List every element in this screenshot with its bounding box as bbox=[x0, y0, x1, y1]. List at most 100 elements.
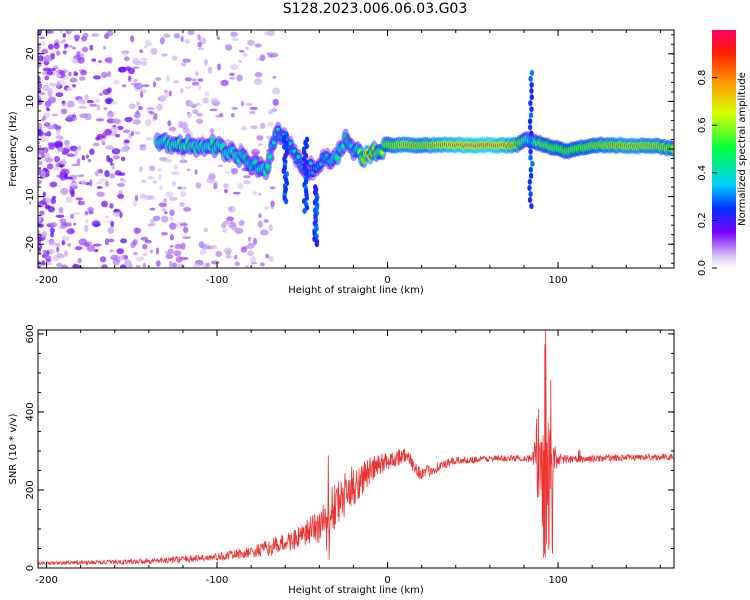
spectrogram-noise-cell bbox=[132, 57, 140, 65]
spectrogram-noise-cell bbox=[38, 136, 46, 142]
spectrogram-noise-cell bbox=[180, 35, 184, 42]
x-tick-label: -100 bbox=[206, 275, 229, 286]
spectrogram-noise-cell bbox=[81, 99, 86, 105]
spectrogram-noise-cell bbox=[140, 236, 149, 241]
spectrogram-noise-cell bbox=[197, 78, 204, 82]
spectrogram-noise-cell bbox=[41, 146, 49, 154]
spectrogram-noise-cell bbox=[38, 41, 46, 46]
spectrogram-noise-cell bbox=[38, 122, 42, 130]
spectrogram-noise-cell bbox=[258, 192, 262, 196]
spectrogram-noise-cell bbox=[96, 103, 101, 111]
spectrogram-noise-cell bbox=[38, 30, 43, 36]
spectrogram-noise-cell bbox=[128, 103, 136, 110]
spectrogram-noise-cell bbox=[43, 54, 53, 63]
spectrogram-noise-cell bbox=[242, 126, 248, 130]
spectrogram-noise-cell bbox=[122, 129, 131, 134]
spectrogram-noise-cell bbox=[112, 155, 121, 160]
spectrogram-noise-cell bbox=[95, 136, 100, 141]
spectrogram-noise-cell bbox=[153, 112, 158, 121]
spectrogram-noise-cell bbox=[130, 35, 135, 43]
spectrogram-noise-cell bbox=[112, 211, 122, 218]
spectrogram-noise-cell bbox=[123, 56, 130, 62]
spectrogram-y-label: Frequency (Hz) bbox=[8, 111, 19, 187]
spectrogram-noise-cell bbox=[153, 180, 157, 184]
spectrogram-noise-cell bbox=[213, 182, 218, 190]
spectrogram-noise-cell bbox=[160, 94, 167, 101]
spectrogram-ridge-core bbox=[265, 164, 270, 169]
spectrogram-noise-cell bbox=[140, 91, 144, 99]
spectrogram-noise-cell bbox=[111, 163, 115, 171]
spectrogram-noise-cell bbox=[133, 78, 138, 83]
spectrogram-noise-cell bbox=[184, 39, 191, 44]
spectrogram-noise-cell bbox=[220, 79, 229, 87]
spectrogram-noise-cell bbox=[171, 262, 178, 268]
spectrogram-noise-cell bbox=[225, 171, 230, 174]
spectrogram-noise-cell bbox=[42, 115, 47, 121]
spectrogram-noise-cell bbox=[46, 125, 56, 130]
spectrogram-noise-cell bbox=[62, 39, 66, 42]
spectrogram-noise-cell bbox=[91, 33, 100, 37]
spectrogram-noise-cell bbox=[268, 109, 273, 115]
spectrogram-noise-cell bbox=[85, 154, 89, 159]
spectrogram-noise-cell bbox=[153, 81, 157, 88]
spectrogram-noise-cell bbox=[61, 151, 69, 156]
spectrogram-noise-cell bbox=[109, 173, 116, 179]
spectrogram-noise-cell bbox=[38, 98, 43, 106]
spectrogram-noise-cell bbox=[161, 208, 166, 212]
spectrogram-noise-cell bbox=[48, 87, 54, 95]
spectrogram-noise-cell bbox=[49, 181, 58, 188]
spectrogram-noise-cell bbox=[133, 200, 137, 208]
spectrogram-noise-cell bbox=[184, 86, 191, 90]
spectrogram-noise-cell bbox=[242, 52, 248, 58]
spectrogram-noise-cell bbox=[181, 154, 185, 162]
spectrogram-noise-cell bbox=[149, 165, 156, 172]
spectrogram-spike-cell bbox=[528, 75, 533, 82]
spectrogram-noise-cell bbox=[173, 164, 178, 170]
spectrogram-noise-cell bbox=[53, 155, 61, 163]
spectrogram-noise-cell bbox=[96, 186, 103, 189]
spectrogram-noise-cell bbox=[135, 264, 141, 268]
spectrogram-noise-cell bbox=[156, 103, 163, 111]
x-tick-label: -100 bbox=[206, 575, 229, 586]
spectrogram-noise-cell bbox=[82, 46, 88, 53]
spectrogram-noise-cell bbox=[60, 187, 69, 195]
spectrogram-noise-cell bbox=[76, 158, 81, 165]
spectrogram-noise-cell bbox=[142, 243, 148, 250]
spectrogram-noise-cell bbox=[92, 142, 100, 147]
spectrogram-noise-cell bbox=[173, 80, 180, 84]
spectrogram-noise-cell bbox=[132, 66, 140, 69]
spectrogram-noise-cell bbox=[240, 246, 248, 253]
spectrogram-marks bbox=[38, 30, 674, 268]
spectrogram-noise-cell bbox=[168, 90, 172, 97]
spectrogram-noise-cell bbox=[41, 48, 49, 55]
spectrogram-noise-cell bbox=[144, 39, 152, 47]
spectrogram-noise-cell bbox=[46, 163, 54, 170]
spectrogram-noise-cell bbox=[165, 253, 174, 259]
spectrogram-noise-cell bbox=[46, 107, 50, 111]
spectrogram-noise-cell bbox=[71, 163, 81, 167]
spectrogram-noise-cell bbox=[186, 112, 192, 119]
spectrogram-noise-cell bbox=[233, 254, 238, 260]
spectrogram-noise-cell bbox=[95, 181, 103, 184]
spectrogram-noise-cell bbox=[142, 262, 146, 268]
spectrogram-noise-cell bbox=[145, 119, 152, 127]
spectrogram-noise-cell bbox=[101, 200, 108, 208]
spectrogram-noise-cell bbox=[41, 260, 46, 266]
spectrogram-noise-cell bbox=[71, 180, 77, 184]
spectrogram-noise-cell bbox=[85, 219, 89, 224]
spectrogram-noise-cell bbox=[254, 72, 263, 78]
spectrogram-noise-cell bbox=[55, 214, 65, 218]
spectrogram-noise-cell bbox=[146, 107, 155, 111]
colorbar-tick-label: 0.0 bbox=[697, 260, 708, 276]
spectrogram-spike-cell bbox=[528, 166, 534, 173]
spectrogram-noise-cell bbox=[179, 87, 184, 94]
spectrogram-noise-cell bbox=[72, 264, 81, 268]
spectrogram-noise-cell bbox=[187, 101, 195, 106]
spectrogram-noise-cell bbox=[198, 241, 205, 248]
spectrogram-noise-cell bbox=[43, 262, 53, 266]
spectrogram-noise-cell bbox=[245, 102, 253, 106]
spectrogram-noise-cell bbox=[86, 99, 95, 104]
spectrogram-spike-cell bbox=[528, 112, 534, 119]
spectrogram-noise-cell bbox=[184, 77, 192, 82]
spectrogram-noise-cell bbox=[78, 199, 82, 206]
